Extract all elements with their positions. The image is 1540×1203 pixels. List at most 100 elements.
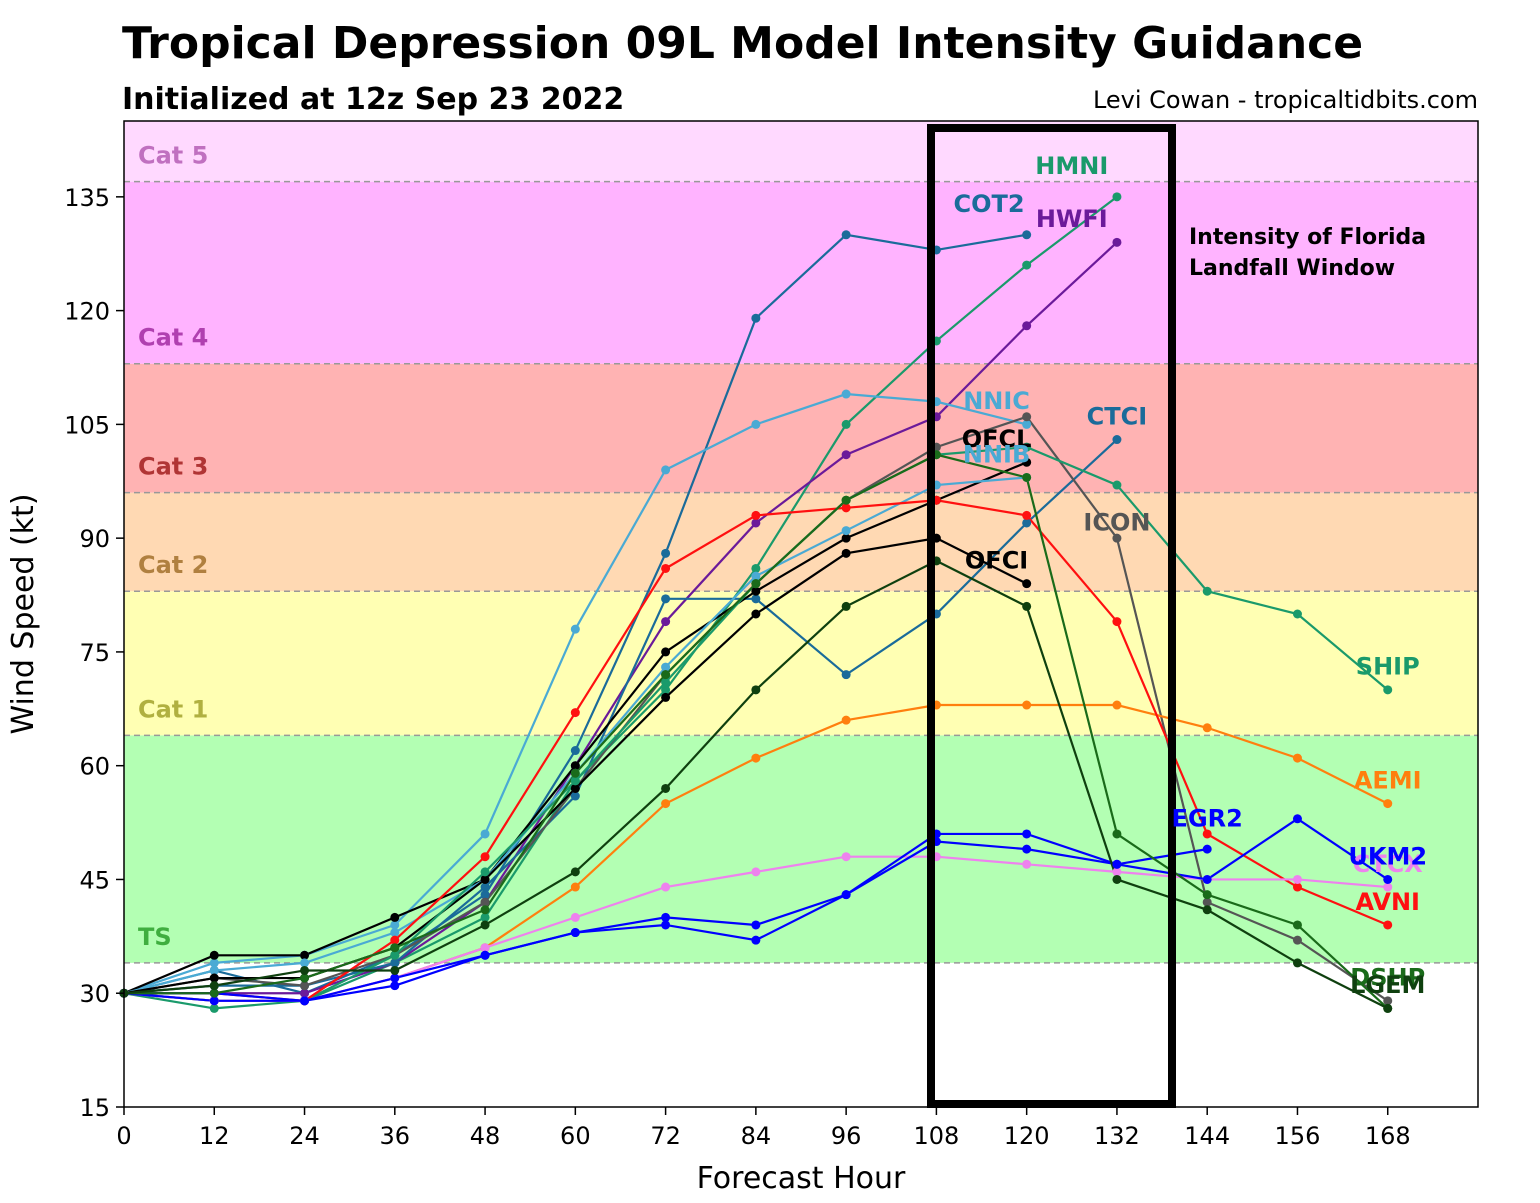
series-line-hwfi (124, 241, 1118, 995)
point-lgem (1022, 601, 1032, 611)
category-label-cat-5: Cat 5 (138, 142, 208, 170)
point-lgem (1202, 905, 1212, 915)
point-nnic (661, 465, 671, 475)
point-ctci (751, 594, 761, 604)
point-ofcl (209, 950, 219, 960)
point-icon (1383, 996, 1393, 1006)
x-tick-label: 60 (560, 1122, 591, 1150)
point-ctci (480, 882, 490, 892)
y-tick-label: 120 (64, 298, 110, 326)
point-aemi (751, 753, 761, 763)
chart-credit: Levi Cowan - tropicaltidbits.com (1092, 86, 1478, 114)
point-cot2 (570, 746, 580, 756)
y-tick-label: 75 (79, 639, 110, 667)
category-labels: TS Cat 1 Cat 2 Cat 3 Cat 4 Cat 5 (138, 142, 208, 951)
point-avni (390, 935, 400, 945)
chart-title: Tropical Depression 09L Model Intensity … (122, 18, 1364, 69)
point-nnib (841, 526, 851, 536)
point-ctcx (1383, 882, 1393, 892)
model-label-dshp: DSHP (1350, 964, 1425, 992)
point-ofci (751, 609, 761, 619)
category-label-ts: TS (138, 923, 172, 951)
point-ofci (209, 973, 219, 983)
point-ship (390, 950, 400, 960)
model-label-ukm2: UKM2 (1348, 842, 1427, 870)
point-avni (1292, 882, 1302, 892)
point-aemi (570, 882, 580, 892)
point-ofcl (390, 912, 400, 922)
point-ofcl (570, 761, 580, 771)
point-aemi (1022, 700, 1032, 710)
point-icon (1202, 897, 1212, 907)
point-hmni (841, 419, 851, 429)
point-avni (480, 852, 490, 862)
point-dshp (1022, 472, 1032, 482)
point-egr2 (570, 928, 580, 938)
x-tick-label: 132 (1094, 1122, 1140, 1150)
point-hwfi (1112, 237, 1122, 247)
y-tick-label: 45 (79, 866, 110, 894)
category-label-cat-1: Cat 1 (138, 695, 208, 723)
point-dshp (661, 670, 671, 680)
point-lgem (390, 965, 400, 975)
point-avni (570, 708, 580, 718)
category-bands (124, 121, 1478, 964)
point-egr2 (300, 996, 310, 1006)
band-ts (124, 735, 1478, 963)
point-hmni (480, 912, 490, 922)
model-label-cot2: COT2 (954, 190, 1025, 218)
model-label-ofci: OFCI (965, 546, 1028, 574)
y-axis-label: Wind Speed (kt) (6, 493, 41, 734)
point-ship (1292, 609, 1302, 619)
landfall-window: Intensity of Florida Landfall Window (927, 124, 1426, 1108)
point-ofcl (300, 950, 310, 960)
point-ukm2 (661, 920, 671, 930)
landfall-window-box (927, 124, 1176, 1108)
y-tick-label: 30 (79, 980, 110, 1008)
model-label-ctcx: CTCX (1353, 850, 1424, 878)
y-tick-label: 60 (79, 753, 110, 781)
point-ukm2 (1383, 874, 1393, 884)
point-ukm2 (751, 935, 761, 945)
point-aemi (1292, 753, 1302, 763)
model-label-hmni: HMNI (1035, 152, 1108, 180)
band-cat-1 (124, 591, 1478, 736)
point-icon (1112, 533, 1122, 543)
model-label-egr2: EGR2 (1172, 804, 1243, 832)
point-ofci (661, 692, 671, 702)
point-egr2 (1202, 844, 1212, 854)
point-ctcx (570, 912, 580, 922)
point-lgem (1292, 958, 1302, 968)
point-ofcl (661, 647, 671, 657)
point-aemi (1383, 799, 1393, 809)
point-ship (1202, 586, 1212, 596)
point-ukm2 (1292, 814, 1302, 824)
point-ctcx (1022, 859, 1032, 869)
point-hmni (209, 1003, 219, 1013)
point-ukm2 (1022, 829, 1032, 839)
chart-subtitle: Initialized at 12z Sep 23 2022 (122, 82, 625, 117)
point-nnic (841, 389, 851, 399)
point-egr2 (751, 920, 761, 930)
point-lgem (480, 920, 490, 930)
point-nnib (661, 662, 671, 672)
point-dshp (300, 973, 310, 983)
point-ofci (480, 874, 490, 884)
point-hwfi (751, 518, 761, 528)
point-ctci (841, 670, 851, 680)
point-ship (480, 867, 490, 877)
x-axis-label: Forecast Hour (697, 1161, 906, 1196)
category-label-cat-3: Cat 3 (138, 453, 208, 481)
point-avni (1202, 829, 1212, 839)
point-avni (1383, 920, 1393, 930)
x-tick-label: 120 (1004, 1122, 1050, 1150)
model-label-ctci: CTCI (1087, 402, 1148, 430)
point-nnib (751, 571, 761, 581)
point-icon (1292, 935, 1302, 945)
x-tick-label: 156 (1275, 1122, 1321, 1150)
point-cot2 (1022, 230, 1032, 240)
x-tick-label: 84 (741, 1122, 772, 1150)
model-label-nnic: NNIC (963, 387, 1030, 415)
point-hwfi (300, 988, 310, 998)
category-label-cat-2: Cat 2 (138, 551, 208, 579)
